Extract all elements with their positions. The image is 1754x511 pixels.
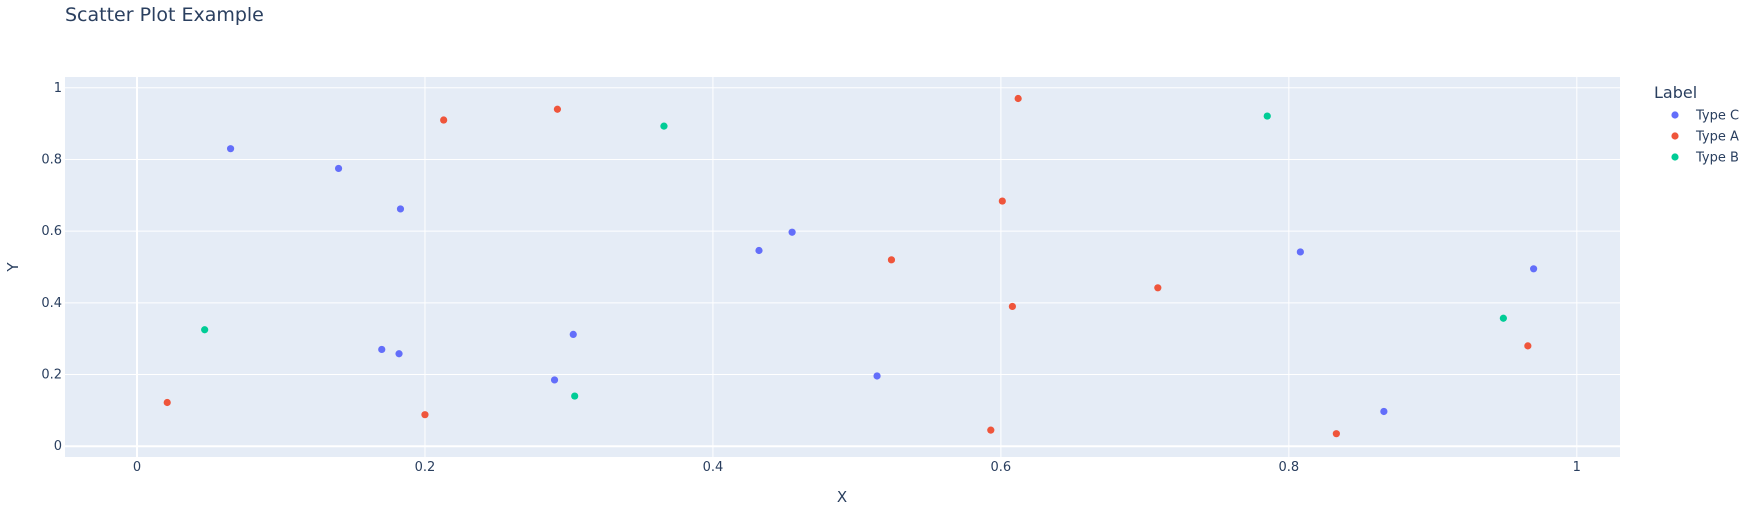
x-tick-label: 0.8 (1278, 460, 1299, 475)
data-point (1499, 314, 1507, 322)
legend-marker (1671, 111, 1679, 119)
x-tick-label: 0.4 (703, 460, 724, 475)
x-axis-title: X (837, 488, 847, 506)
x-tick-label: 0.2 (415, 460, 436, 475)
data-point (998, 197, 1006, 205)
data-point (873, 372, 881, 380)
plot-background (65, 77, 1620, 457)
data-points (163, 94, 1538, 438)
data-point (755, 246, 763, 255)
y-tick-label: 0.4 (41, 296, 62, 311)
data-point (550, 376, 559, 384)
chart-title: Scatter Plot Example (65, 4, 264, 26)
tick-labels: 0 0.2 0.4 0.6 0.8 1 0 0.2 0.4 0.6 0.8 1 (41, 81, 1581, 475)
data-point (660, 122, 668, 130)
data-point (378, 345, 386, 354)
data-point (1296, 248, 1304, 256)
data-point (987, 426, 995, 434)
legend-label: Type C (1695, 109, 1739, 124)
data-point (788, 228, 796, 236)
data-point (1380, 407, 1388, 416)
data-point (887, 256, 896, 264)
data-point (1530, 265, 1538, 273)
gridlines (65, 77, 1620, 457)
series-type-c (226, 145, 1538, 416)
data-point (421, 411, 429, 419)
x-tick-label: 1 (1573, 460, 1581, 475)
y-tick-label: 0.6 (41, 224, 62, 239)
x-tick-label: 0.6 (991, 460, 1012, 475)
legend-marker (1671, 153, 1679, 161)
legend-label: Type B (1695, 151, 1739, 166)
y-tick-label: 0 (54, 439, 62, 454)
y-tick-label: 0.8 (41, 152, 62, 167)
legend-marker (1671, 132, 1679, 140)
data-point (201, 326, 209, 334)
legend: Label Type C Type A Type B (1654, 83, 1739, 166)
data-point (396, 205, 405, 213)
data-point (571, 392, 579, 400)
data-point (1524, 342, 1532, 350)
data-point (553, 105, 562, 113)
series-type-a (163, 94, 1532, 438)
y-axis-title: Y (4, 262, 22, 273)
data-point (440, 116, 448, 124)
data-point (395, 350, 403, 358)
data-point (1008, 302, 1016, 311)
y-tick-label: 1 (54, 81, 62, 96)
legend-title: Label (1654, 83, 1697, 102)
data-point (569, 330, 577, 338)
y-tick-label: 0.2 (41, 368, 62, 383)
legend-label: Type A (1695, 130, 1739, 145)
data-point (1154, 284, 1162, 292)
data-point (1332, 430, 1340, 438)
data-point (334, 164, 343, 173)
data-point (226, 145, 235, 153)
data-point (163, 398, 171, 407)
x-tick-label: 0 (133, 460, 141, 475)
data-point (1263, 112, 1271, 120)
data-point (1014, 94, 1022, 103)
series-type-b (201, 112, 1507, 400)
